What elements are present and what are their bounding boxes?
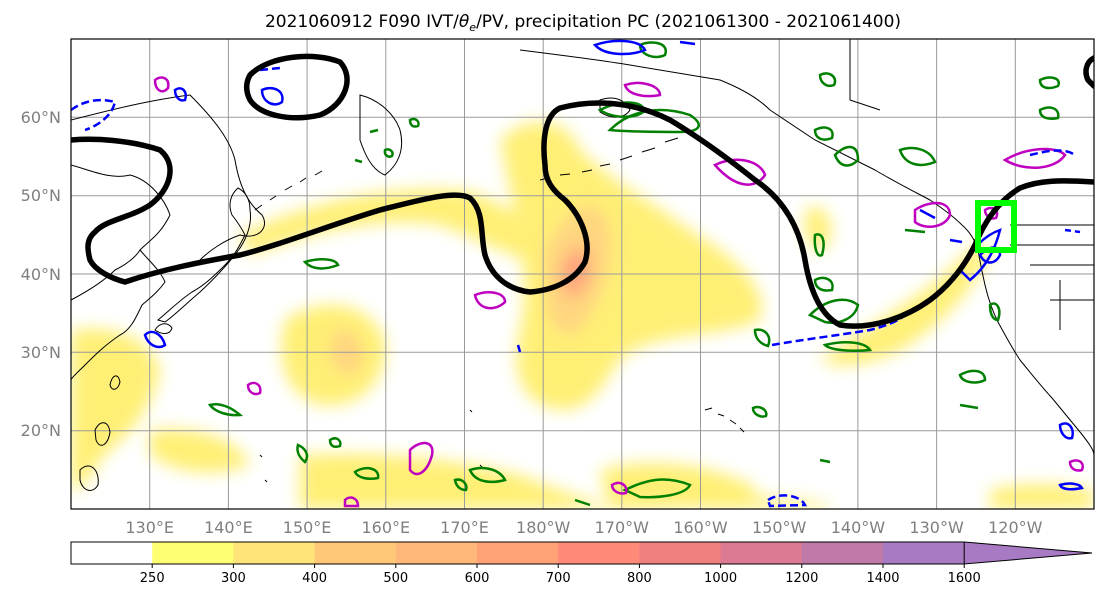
lon-label: 140°E [204, 518, 253, 537]
colorbar-segment [883, 542, 965, 564]
colorbar-label: 800 [627, 571, 652, 586]
colorbar: 250 300 400 500 600 700 800 1000 1200 1400 1600 [70, 541, 1093, 586]
ivt-blue-contours [71, 39, 1084, 508]
colorbar-label: 1600 [948, 571, 981, 586]
colorbar-segment [639, 542, 722, 564]
colorbar-label: 600 [465, 571, 490, 586]
target-region-box [975, 200, 1017, 253]
map-panel [71, 39, 1094, 509]
colorbar-segment [233, 542, 316, 564]
lon-label: 160°W [673, 518, 728, 537]
lon-label: 170°E [440, 518, 489, 537]
colorbar-segment [720, 542, 803, 564]
map-frame [70, 38, 1095, 510]
latitude-labels: 60°N 50°N 40°N 30°N 20°N [21, 108, 61, 440]
lon-label: 150°W [752, 518, 807, 537]
lat-label: 50°N [21, 186, 61, 205]
lat-label: 30°N [21, 343, 61, 362]
colorbar-segment [558, 542, 640, 564]
lon-label: 130°E [125, 518, 174, 537]
colorbar-segment [477, 542, 559, 564]
lon-label: 180°W [516, 518, 571, 537]
colorbar-label: 1400 [866, 571, 899, 586]
lon-label: 160°E [361, 518, 410, 537]
colorbar-segment [314, 542, 397, 564]
colorbar-segment [801, 542, 884, 564]
lat-label: 20°N [21, 421, 61, 440]
jet-contours [71, 53, 1094, 329]
longitude-labels: 130°E 140°E 150°E 160°E 170°E 180°W 170°… [125, 518, 1042, 537]
theta-e-contours [207, 41, 1061, 507]
colorbar-label: 700 [546, 571, 571, 586]
lon-label: 120°W [988, 518, 1043, 537]
colorbar-label: 1200 [785, 571, 818, 586]
lat-label: 40°N [21, 265, 61, 284]
lon-label: 170°W [595, 518, 650, 537]
colorbar-segment [152, 542, 234, 564]
colorbar-outline [70, 541, 965, 565]
pv-contours [153, 76, 1084, 508]
colorbar-segment [395, 542, 478, 564]
lon-label: 150°E [283, 518, 332, 537]
chart-title: 2021060912 F090 IVT/θe/PV, precipitation… [265, 12, 901, 34]
lon-label: 130°W [909, 518, 964, 537]
colorbar-label: 1000 [704, 571, 737, 586]
lon-label: 140°W [831, 518, 886, 537]
colorbar-extend-arrow [963, 541, 1093, 565]
colorbar-segment [71, 542, 153, 564]
colorbar-label: 400 [302, 571, 327, 586]
colorbar-label: 250 [140, 571, 165, 586]
colorbar-label: 500 [383, 571, 408, 586]
colorbar-label: 300 [221, 571, 246, 586]
lat-label: 60°N [21, 108, 61, 127]
